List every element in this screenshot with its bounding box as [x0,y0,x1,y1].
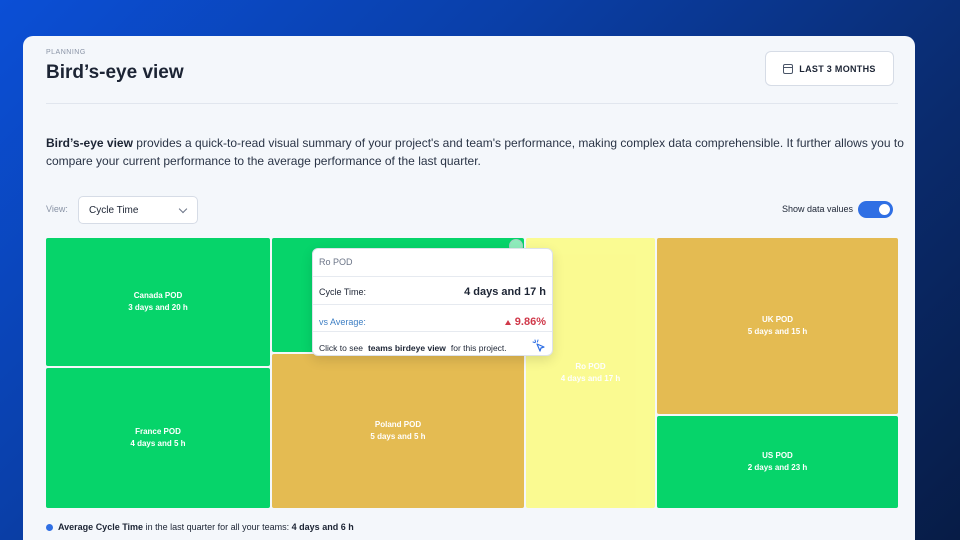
tile-uk-pod[interactable]: UK POD 5 days and 15 h [657,238,898,414]
tile-name: Poland POD [374,420,422,429]
view-label: View: [46,204,68,214]
date-range-label: LAST 3 MONTHS [799,63,876,74]
tooltip-click-prefix: Click to see [319,343,363,353]
birdseye-card: PLANNING Bird’s-eye view LAST 3 MONTHS B… [23,36,915,540]
tile-value: 3 days and 20 h [128,303,188,312]
description-bold: Bird’s-eye view [46,136,133,150]
tile-value: 2 days and 23 h [747,463,808,472]
description-text: provides a quick-to-read visual summary … [46,136,904,168]
show-values-toggle[interactable] [858,201,893,218]
date-range-button[interactable]: LAST 3 MONTHS [765,51,894,86]
page-title: Bird’s-eye view [46,62,184,83]
calendar-icon [783,63,794,74]
tile-us-pod[interactable]: US POD 2 days and 23 h [657,416,898,508]
tooltip-avg-value: 9.86% [504,316,546,328]
legend-bold: Average Cycle Time [58,522,144,532]
tooltip-divider [313,304,552,305]
tile-value: 4 days and 17 h [560,374,621,383]
tile-poland-pod[interactable]: Poland POD 5 days and 5 h [272,354,524,508]
tile-value: 4 days and 5 h [130,439,186,448]
tile-name: France POD [135,427,181,436]
tile-name: US POD [762,451,793,460]
description: Bird’s-eye view provides a quick-to-read… [46,134,906,170]
tooltip-title: Ro POD [319,257,353,267]
legend-text: in the last quarter for all your teams: [145,522,290,532]
header-divider [46,103,898,104]
tooltip-metric-row: Cycle Time: 4 days and 17 h [313,286,552,298]
tile-name: Canada POD [133,291,183,300]
legend: Average Cycle Time in the last quarter f… [46,522,354,532]
tile-tooltip: Ro POD Cycle Time: 4 days and 17 h vs Av… [312,248,553,356]
tile-value: 5 days and 15 h [747,327,808,336]
tooltip-click-suffix: for this project. [450,343,507,353]
legend-dot [46,523,53,531]
tooltip-click-row: Click to see teams birdeye view for this… [313,343,552,353]
teams-birdeye-link[interactable]: teams birdeye view [367,343,446,353]
tooltip-divider [313,276,552,277]
tooltip-avg-label: vs Average: [319,317,366,327]
show-values-label: Show data values [782,204,854,214]
view-select-value: Cycle Time [89,204,139,216]
tooltip-metric-value: 4 days and 17 h [464,286,546,298]
triangle-up-icon [504,319,511,325]
tile-france-pod[interactable]: France POD 4 days and 5 h [46,368,270,508]
tile-name: UK POD [761,315,794,324]
toggle-knob [879,204,890,215]
tooltip-average-row: vs Average: 9.86% [313,316,552,328]
tile-canada-pod[interactable]: Canada POD 3 days and 20 h [46,238,270,366]
tile-value: 5 days and 5 h [370,432,426,441]
tooltip-divider [313,331,552,332]
breadcrumb: PLANNING [46,49,86,56]
tile-name: Ro POD [575,362,606,371]
view-select[interactable]: Cycle Time [78,196,198,224]
legend-value: 4 days and 6 h [291,522,354,532]
tooltip-metric-label: Cycle Time: [319,287,367,297]
chevron-down-icon [178,204,188,214]
tooltip-avg-number: 9.86% [514,316,546,328]
click-cursor-icon [532,339,545,352]
